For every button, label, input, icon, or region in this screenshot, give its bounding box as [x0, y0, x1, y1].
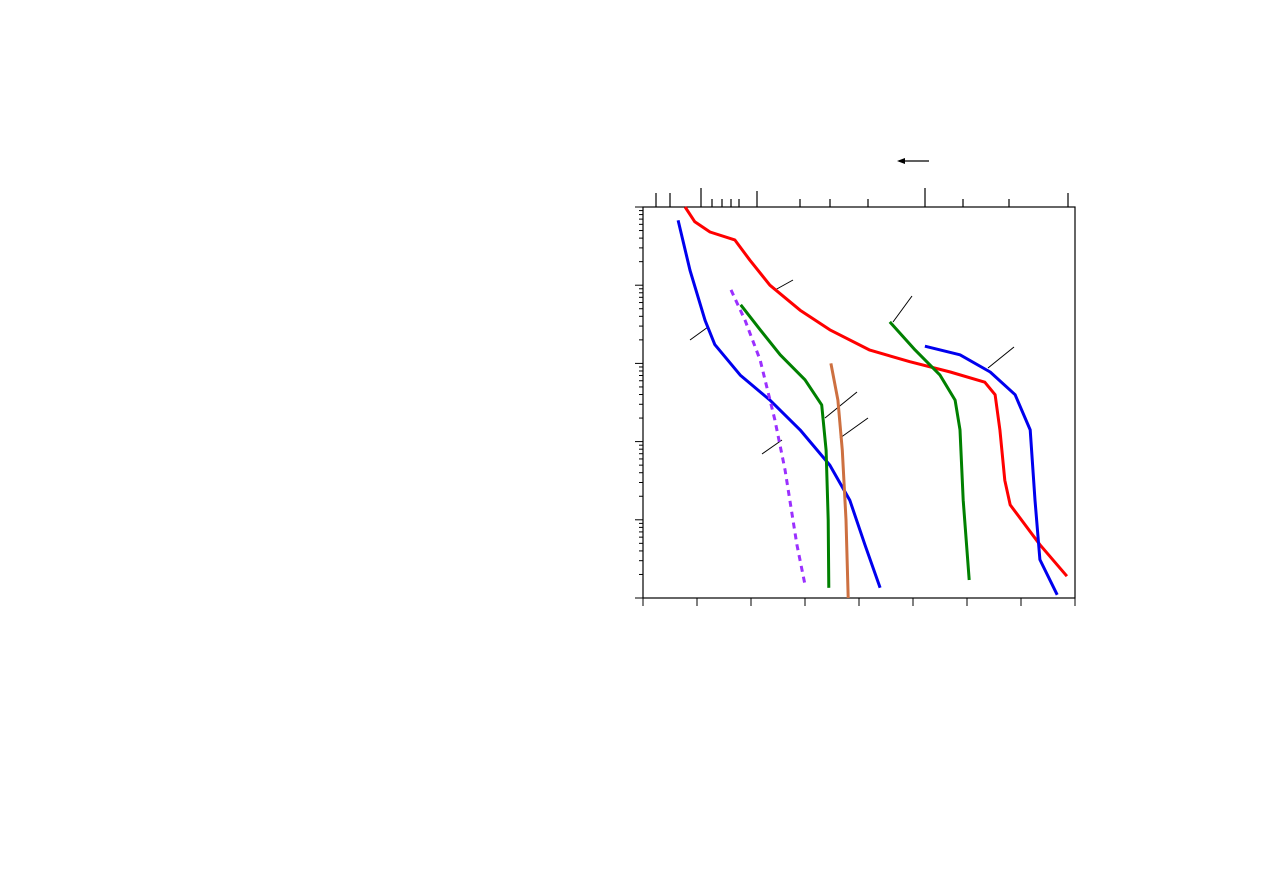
series-line — [739, 303, 831, 588]
top-axis — [655, 188, 1069, 207]
direction-arrow — [897, 158, 929, 164]
series-line — [829, 363, 850, 599]
series-line — [924, 344, 1059, 596]
series-line — [729, 289, 807, 585]
series-line — [888, 320, 971, 581]
series-line — [683, 206, 1069, 578]
plot-frame — [642, 206, 1076, 599]
leader-lines — [689, 279, 1015, 455]
series-line — [676, 219, 882, 589]
